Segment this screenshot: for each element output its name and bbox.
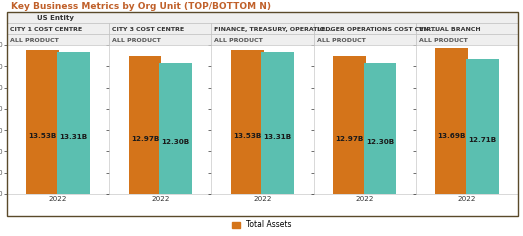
Text: 12.97B: 12.97B bbox=[335, 136, 363, 142]
Text: ALL PRODUCT: ALL PRODUCT bbox=[10, 38, 59, 42]
Text: 13.69B: 13.69B bbox=[437, 133, 466, 139]
Bar bbox=[27, 50, 59, 194]
Text: CITY 1 COST CENTRE: CITY 1 COST CENTRE bbox=[10, 26, 82, 32]
Text: 12.97B: 12.97B bbox=[131, 136, 159, 142]
Bar bbox=[57, 52, 90, 194]
Text: ALL PRODUCT: ALL PRODUCT bbox=[112, 38, 161, 42]
Text: FINANCE, TREASURY, OPERATIO...: FINANCE, TREASURY, OPERATIO... bbox=[214, 26, 333, 32]
Bar bbox=[333, 56, 366, 194]
Bar bbox=[466, 59, 498, 194]
Text: VIRTUAL BRANCH: VIRTUAL BRANCH bbox=[419, 26, 481, 32]
Bar bbox=[160, 63, 192, 194]
Text: 13.31B: 13.31B bbox=[59, 134, 87, 140]
Text: US Entity: US Entity bbox=[37, 15, 74, 21]
Text: 2022: 2022 bbox=[458, 196, 476, 202]
Bar bbox=[363, 63, 396, 194]
Text: 12.30B: 12.30B bbox=[366, 139, 394, 145]
Text: 12.30B: 12.30B bbox=[162, 139, 190, 145]
Text: 13.53B: 13.53B bbox=[29, 133, 57, 139]
Legend: Total Assets: Total Assets bbox=[230, 219, 293, 231]
Bar bbox=[262, 52, 294, 194]
Text: 12.71B: 12.71B bbox=[468, 137, 496, 143]
Text: 2022: 2022 bbox=[151, 196, 169, 202]
Bar bbox=[435, 48, 468, 194]
Text: Key Business Metrics by Org Unit (TOP/BOTTOM N): Key Business Metrics by Org Unit (TOP/BO… bbox=[11, 2, 271, 11]
Text: 13.31B: 13.31B bbox=[264, 134, 292, 140]
Text: LEDGER OPERATIONS COST CEN...: LEDGER OPERATIONS COST CEN... bbox=[316, 26, 436, 32]
Text: ALL PRODUCT: ALL PRODUCT bbox=[419, 38, 468, 42]
Bar bbox=[129, 56, 161, 194]
Text: ALL PRODUCT: ALL PRODUCT bbox=[316, 38, 366, 42]
Bar bbox=[231, 50, 264, 194]
Text: 2022: 2022 bbox=[356, 196, 374, 202]
Text: 13.53B: 13.53B bbox=[233, 133, 262, 139]
Text: 2022: 2022 bbox=[253, 196, 272, 202]
Text: ALL PRODUCT: ALL PRODUCT bbox=[214, 38, 263, 42]
Text: CITY 3 COST CENTRE: CITY 3 COST CENTRE bbox=[112, 26, 184, 32]
Text: 2022: 2022 bbox=[49, 196, 67, 202]
